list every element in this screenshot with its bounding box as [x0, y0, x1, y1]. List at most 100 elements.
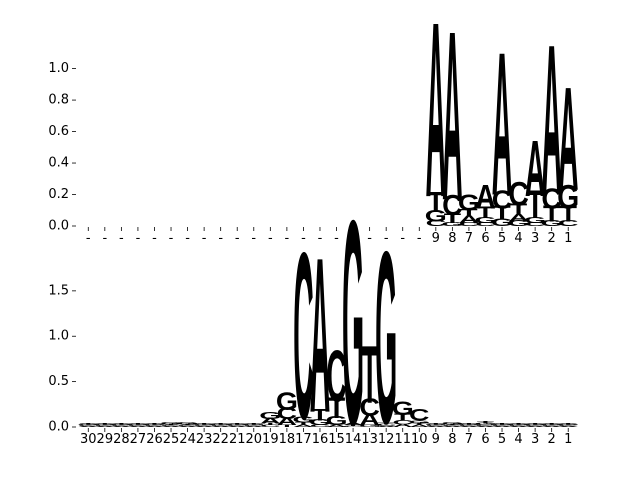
logo-letter: A — [459, 212, 480, 225]
logo-letter: T — [427, 423, 445, 425]
x-tick-label: 5 — [498, 432, 506, 447]
logo-letter: T — [560, 202, 578, 227]
logo-letter: A — [442, 426, 462, 428]
logo-letter: T — [394, 412, 411, 423]
logo-letter: A — [210, 426, 230, 428]
logo-letter: A — [508, 211, 529, 224]
logo-letter: C — [508, 425, 528, 427]
x-tick-label: 3 — [531, 231, 539, 246]
y-tick-label: 1.5 — [48, 283, 69, 298]
logo-letter: T — [361, 328, 378, 420]
logo-letter: G — [143, 424, 165, 426]
logo-letter: G — [524, 424, 546, 426]
x-tick-label: 2 — [548, 432, 556, 447]
logo-letter: G — [441, 221, 463, 227]
logo-letter: G — [110, 424, 132, 426]
logo-letter: G — [425, 424, 447, 426]
logo-letter: T — [129, 423, 147, 425]
logo-letter: C — [409, 406, 430, 424]
y-tick-label: 0.2 — [48, 187, 69, 202]
logo-letter: A — [492, 10, 513, 238]
logo-letter: A — [227, 426, 247, 428]
logo-letter: G — [342, 159, 364, 480]
logo-letter: A — [426, 426, 446, 428]
logo-letter: A — [343, 422, 364, 426]
logo-letter: A — [310, 212, 330, 459]
logo-letter: G — [441, 422, 463, 426]
logo-letter: C — [95, 425, 115, 427]
logo-letter: T — [212, 423, 230, 425]
logo-letter: G — [210, 424, 232, 426]
logo-letter: G — [392, 398, 414, 420]
y-tick-label: 1.0 — [48, 61, 69, 76]
x-tick-label: 9 — [432, 231, 440, 246]
logo-letter: A — [277, 415, 298, 428]
logo-letter: C — [459, 425, 479, 427]
logo-letter: C — [492, 425, 512, 427]
x-tick-label: 15 — [328, 432, 345, 447]
logo-letter: A — [78, 426, 98, 428]
logo-letter: T — [179, 424, 197, 426]
x-tick-label: 17 — [295, 432, 312, 447]
logo-letter: G — [524, 216, 546, 225]
logo-letter: T — [229, 423, 247, 425]
x-tick-label: - — [351, 231, 356, 246]
x-tick-label: 7 — [465, 231, 473, 246]
logo-letter: A — [144, 426, 164, 428]
x-tick-label: 6 — [481, 432, 489, 447]
logo-letter: G — [557, 424, 579, 426]
x-tick-label: - — [235, 231, 240, 246]
logo-letter: G — [557, 178, 579, 216]
logo-letter: C — [359, 394, 379, 422]
logo-letter: C — [111, 425, 131, 427]
x-tick-label: 28 — [113, 432, 130, 447]
logo-letter: A — [376, 426, 396, 428]
logo-letter: C — [128, 425, 148, 427]
x-tick-label: 1 — [564, 432, 572, 447]
y-tick-label: 0.0 — [48, 219, 69, 234]
y-tick-label: 0.0 — [48, 420, 69, 435]
y-tick-label: 0.8 — [48, 93, 69, 108]
x-tick-label: - — [202, 231, 207, 246]
x-tick-label: 6 — [481, 231, 489, 246]
logo-letter: C — [78, 425, 98, 427]
logo-letter: T — [444, 424, 462, 426]
logo-letter: G — [259, 410, 281, 421]
logo-letter: G — [491, 424, 513, 426]
logo-letter: C — [210, 425, 230, 427]
logo-letter: A — [525, 426, 545, 428]
logo-letter: G — [491, 215, 513, 228]
logo-letter: C — [525, 425, 545, 427]
logo-letter: T — [460, 206, 477, 219]
x-tick-label: 13 — [361, 432, 378, 447]
x-tick-label: 2 — [548, 231, 556, 246]
x-tick-label: - — [251, 231, 256, 246]
logo-letter: T — [344, 425, 362, 427]
logo-letter: C — [310, 424, 331, 428]
logo-letter: A — [95, 426, 115, 428]
x-tick-label: 30 — [80, 432, 97, 447]
x-tick-label: - — [119, 231, 124, 246]
logo-letter: C — [541, 425, 561, 427]
y-tick-label: 0.6 — [48, 124, 69, 139]
x-tick-label: 1 — [564, 231, 572, 246]
logo-letter: T — [162, 424, 180, 426]
logo-letter: A — [359, 410, 380, 428]
x-tick-label: 20 — [246, 432, 263, 447]
x-tick-label: 7 — [465, 432, 473, 447]
x-tick-label: 12 — [378, 432, 395, 447]
logo-letter: C — [475, 221, 496, 227]
x-tick-label: - — [268, 231, 273, 246]
logo-letter: T — [526, 423, 544, 425]
logo-letter: T — [510, 423, 528, 425]
logo-letter: C — [343, 426, 363, 428]
x-tick-label: - — [285, 231, 290, 246]
logo-letter: A — [326, 424, 347, 428]
logo-letter: C — [177, 425, 197, 427]
logo-letter: C — [475, 425, 495, 427]
x-tick-label: - — [86, 231, 91, 246]
x-tick-label: 23 — [196, 432, 213, 447]
x-tick-label: 24 — [179, 432, 196, 447]
logo-letter: G — [474, 422, 496, 426]
x-tick-label: - — [102, 231, 107, 246]
